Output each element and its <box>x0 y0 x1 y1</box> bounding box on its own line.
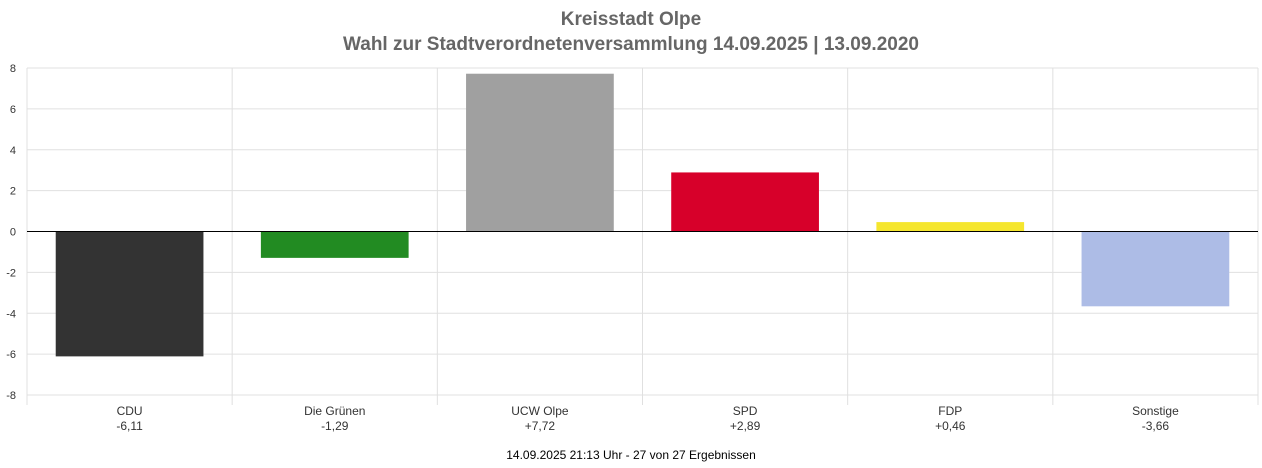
data-label: -1,29 <box>321 419 349 433</box>
footer-status: 14.09.2025 21:13 Uhr - 27 von 27 Ergebni… <box>506 448 756 462</box>
chart-subtitle: Wahl zur Stadtverordnetenversammlung 14.… <box>343 34 919 55</box>
y-tick-label: 6 <box>10 104 16 116</box>
bar-cdu <box>55 231 204 357</box>
bar-sonstige <box>1081 231 1230 307</box>
x-tick-label: CDU <box>117 404 143 418</box>
y-tick-label: 8 <box>10 63 16 75</box>
x-tick-label: Die Grünen <box>304 404 365 418</box>
x-tick-label: Sonstige <box>1132 404 1179 418</box>
y-tick-label: 0 <box>10 227 16 239</box>
bar-spd <box>671 172 819 232</box>
y-tick-label: -6 <box>6 349 16 361</box>
data-label: +0,46 <box>935 419 966 433</box>
y-tick-label: 2 <box>10 186 16 198</box>
bar-fdp <box>876 222 1025 232</box>
plot-area: 8 6 4 2 0 -2 -4 -6 -8 CDU-6,11 Die Grünen-1,29 UCW … <box>6 63 1259 433</box>
y-tick-label: -2 <box>6 267 16 279</box>
x-tick-label: FDP <box>938 404 962 418</box>
bar-ucw-olpe <box>466 73 614 232</box>
data-label: +2,89 <box>730 419 761 433</box>
data-label: -3,66 <box>1142 419 1170 433</box>
y-tick-label: -4 <box>6 308 16 320</box>
y-tick-label: -8 <box>6 390 16 402</box>
y-tick-label: 4 <box>10 145 16 157</box>
x-tick-label: UCW Olpe <box>511 404 569 418</box>
x-tick-label: SPD <box>733 404 758 418</box>
data-label: +7,72 <box>525 419 556 433</box>
data-label: -6,11 <box>116 419 143 433</box>
bar-die-grünen <box>260 231 409 258</box>
chart-title: Kreisstadt Olpe <box>560 9 702 30</box>
